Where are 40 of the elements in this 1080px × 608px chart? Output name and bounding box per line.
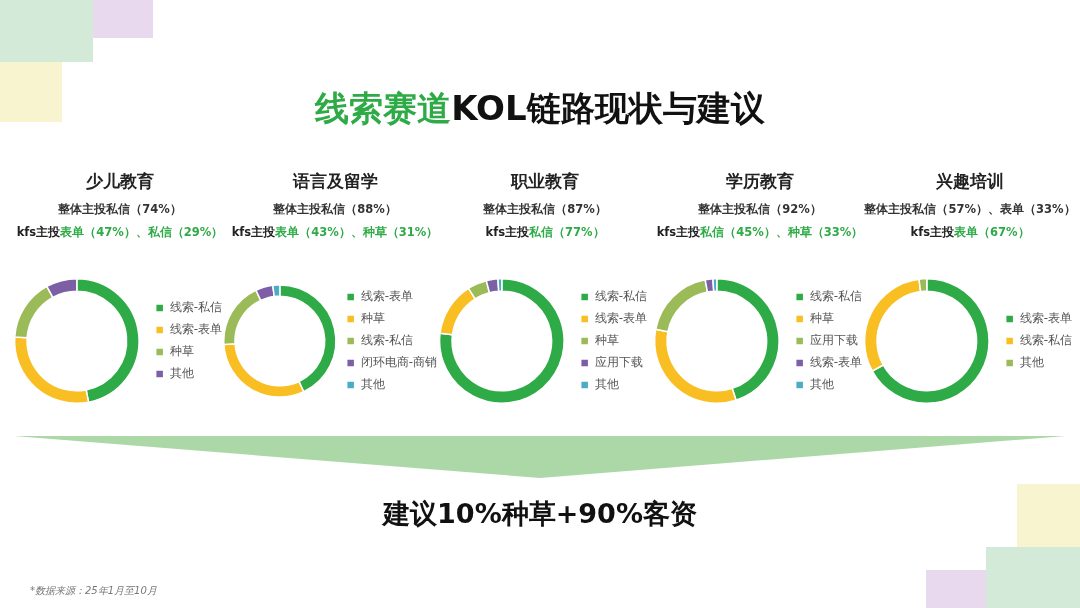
legend-label: 线索-表单 <box>169 322 223 337</box>
chart-title: 学历教育 <box>725 170 795 193</box>
text: kfs主投表单（47%）、私信（29%） <box>16 225 224 239</box>
legend-label: 线索-私信 <box>809 289 863 304</box>
legend-label: 线索-表单 <box>594 311 648 326</box>
chart-subtitle: 整体主投私信（74%） <box>57 202 183 217</box>
text: 建议10%种草+90%客资 <box>381 497 698 531</box>
legend-label: 其他 <box>169 366 194 381</box>
chart-subtitle: 整体主投私信（88%） <box>272 202 398 217</box>
chart-title: 少儿教育 <box>85 170 155 193</box>
legend-label: 种草 <box>360 311 385 326</box>
legend-label: 应用下载 <box>809 333 858 348</box>
legend-label: 线索-表单 <box>360 289 414 304</box>
text: *数据来源：25年1月至10月 <box>30 584 157 598</box>
chart-subtitle: 整体主投私信（87%） <box>482 202 608 217</box>
legend-label: 线索-私信 <box>360 333 414 348</box>
legend-label: 其他 <box>1019 355 1044 370</box>
chart-title: 兴趣培训 <box>935 170 1005 193</box>
chart-title: 语言及留学 <box>291 170 379 193</box>
text: 线索赛道KOL链路现状与建议 <box>315 88 765 128</box>
legend-label: 其他 <box>809 377 834 392</box>
legend-label: 线索-表单 <box>809 355 863 370</box>
legend-label: 闭环电商-商销 <box>360 355 438 370</box>
legend-label: 线索-私信 <box>1019 333 1073 348</box>
legend-label: 种草 <box>169 344 194 359</box>
legend-label: 线索-表单 <box>1019 311 1073 326</box>
legend-label: 种草 <box>809 311 834 326</box>
chart-subtitle: 整体主投私信（92%） <box>698 202 822 216</box>
chart-subtitle: 整体主投私信（57%）、表单（33%） <box>863 202 1077 217</box>
legend-label: 其他 <box>360 377 385 392</box>
legend-label: 线索-私信 <box>169 300 223 315</box>
text: kfs主投私信（77%） <box>485 225 605 239</box>
text: kfs主投表单（67%） <box>910 225 1030 239</box>
text: kfs主投私信（45%）、种草（33%） <box>656 225 864 239</box>
text: kfs主投表单（43%）、种草（31%） <box>231 225 439 239</box>
legend-label: 其他 <box>594 377 619 392</box>
legend-label: 应用下载 <box>594 355 643 370</box>
legend-label: 线索-私信 <box>594 289 648 304</box>
legend-label: 种草 <box>594 333 619 348</box>
chart-title: 职业教育 <box>509 170 580 193</box>
